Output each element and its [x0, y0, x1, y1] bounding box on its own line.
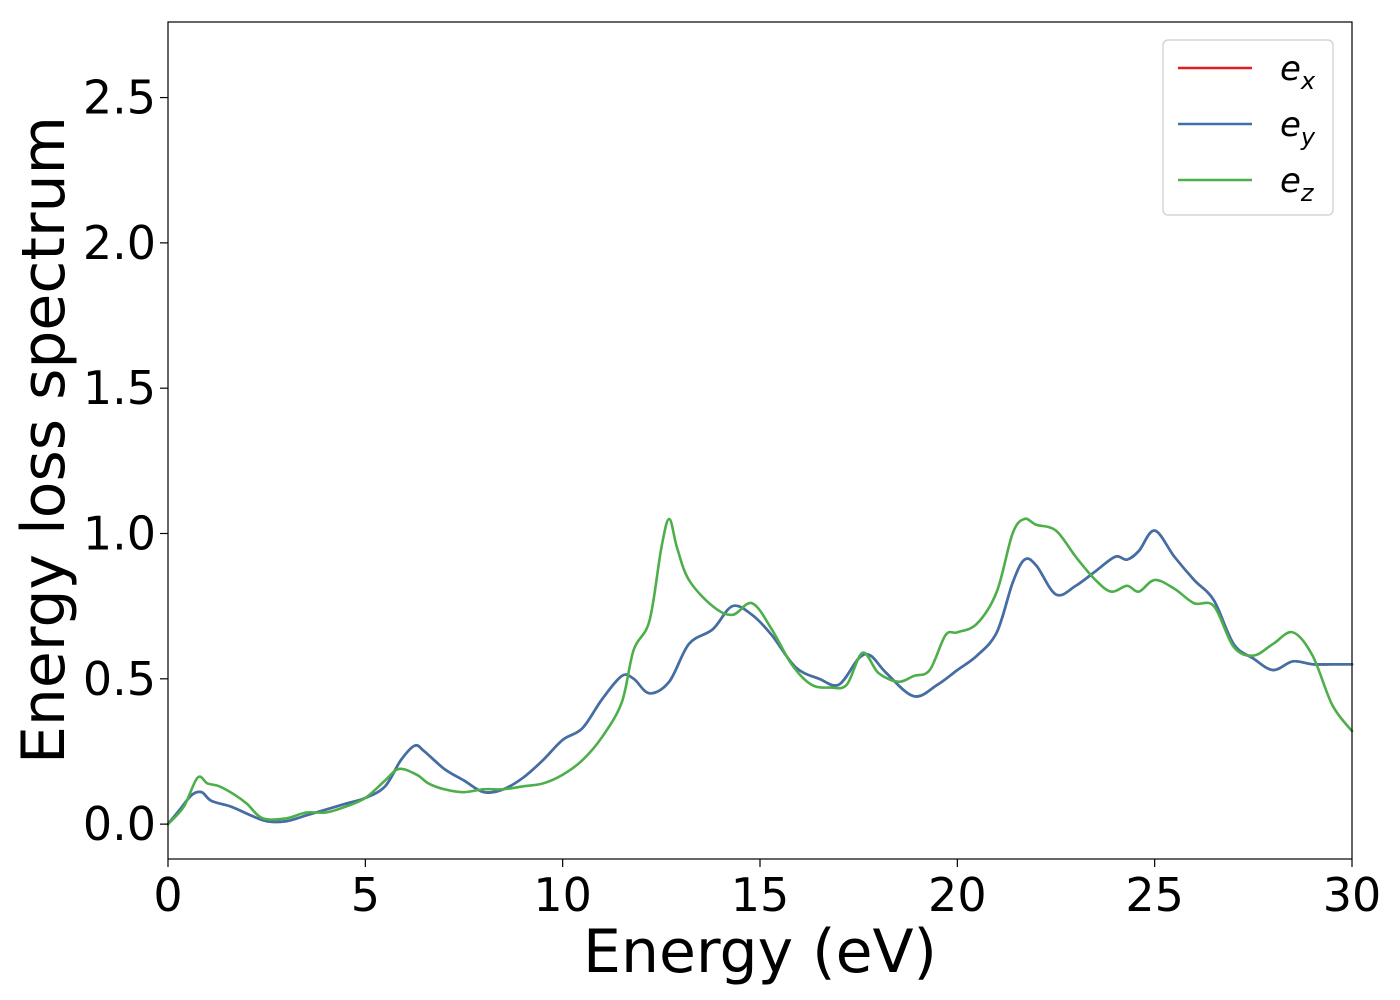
y-tick-label: 0.0 [83, 797, 156, 851]
y-axis: 0.0 0.5 1.0 1.5 2.0 2.5 [83, 71, 168, 851]
legend-label-main: e [1280, 161, 1301, 201]
y-tick-label: 1.5 [83, 361, 156, 415]
legend-frame [1162, 39, 1334, 216]
series-layer [166, 517, 1354, 826]
legend-label: ey [1280, 105, 1316, 151]
legend-label: ez [1280, 161, 1315, 207]
legend-label-main: e [1280, 49, 1301, 89]
x-tick-label: 0 [153, 868, 182, 922]
x-axis-title: Energy (eV) [583, 917, 937, 987]
y-axis-title: Energy loss spectrum [9, 116, 79, 764]
x-tick-label: 10 [533, 868, 592, 922]
x-tick-label: 20 [928, 868, 987, 922]
x-axis: 0 5 10 15 20 25 30 [153, 859, 1381, 922]
x-tick-label: 25 [1125, 868, 1184, 922]
legend-label-subscript: x [1300, 67, 1316, 95]
legend-label-subscript: y [1300, 123, 1316, 151]
x-tick-label: 5 [351, 868, 380, 922]
plot-area [168, 22, 1352, 859]
series-line-e-z [166, 517, 1354, 826]
x-tick-label: 30 [1323, 868, 1382, 922]
y-tick-label: 0.5 [83, 652, 156, 706]
y-tick-label: 2.0 [83, 216, 156, 270]
y-tick-label: 1.0 [83, 507, 156, 561]
legend-label: ex [1280, 49, 1316, 95]
legend-label-subscript: z [1300, 179, 1315, 207]
x-tick-label: 15 [731, 868, 790, 922]
legend-label-main: e [1280, 105, 1301, 145]
y-tick-label: 2.5 [83, 71, 156, 125]
